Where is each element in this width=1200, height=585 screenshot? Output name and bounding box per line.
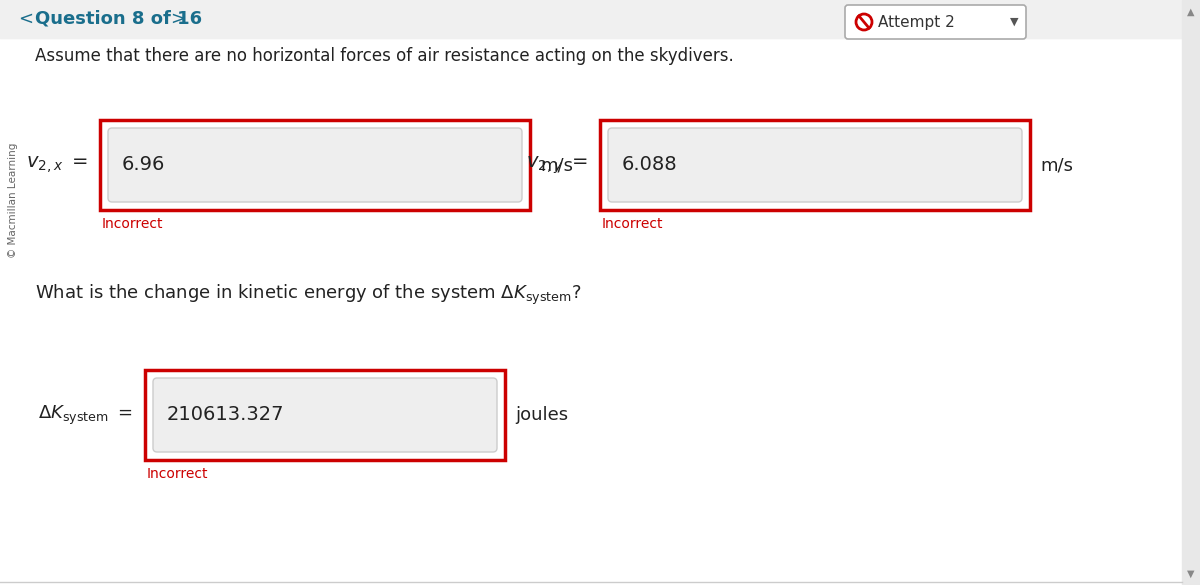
Text: © Macmillan Learning: © Macmillan Learning — [8, 142, 18, 257]
Text: 6.96: 6.96 — [122, 156, 166, 174]
Text: What is the change in kinetic energy of the system $\Delta K_{\mathrm{system}}$?: What is the change in kinetic energy of … — [35, 283, 581, 307]
Text: >: > — [170, 10, 185, 28]
Bar — [0, 0, 1186, 38]
Text: $v_{2,y}\ =$: $v_{2,y}\ =$ — [526, 154, 588, 175]
FancyBboxPatch shape — [845, 5, 1026, 39]
Text: joules: joules — [515, 406, 568, 424]
Text: ▼: ▼ — [1187, 569, 1195, 579]
Text: Incorrect: Incorrect — [602, 217, 664, 231]
Text: 210613.327: 210613.327 — [167, 405, 284, 425]
Text: Incorrect: Incorrect — [148, 467, 209, 481]
FancyBboxPatch shape — [108, 128, 522, 202]
Text: m/s: m/s — [540, 156, 574, 174]
Bar — [100, 120, 530, 210]
Bar — [0, 0, 1182, 38]
Text: Assume that there are no horizontal forces of air resistance acting on the skydi: Assume that there are no horizontal forc… — [35, 47, 733, 65]
Bar — [600, 120, 1030, 210]
Text: $\Delta K_{\mathrm{system}}\ =$: $\Delta K_{\mathrm{system}}\ =$ — [38, 404, 133, 426]
FancyBboxPatch shape — [608, 128, 1022, 202]
Text: Incorrect: Incorrect — [102, 217, 163, 231]
Text: Attempt 2: Attempt 2 — [878, 15, 955, 29]
Bar — [1182, 0, 1200, 585]
Text: $v_{2,x}\ =$: $v_{2,x}\ =$ — [25, 154, 88, 175]
Text: 6.088: 6.088 — [622, 156, 678, 174]
Text: m/s: m/s — [1040, 156, 1073, 174]
Text: ▼: ▼ — [1010, 17, 1019, 27]
Text: Question 8 of 16: Question 8 of 16 — [35, 10, 202, 28]
Text: ▲: ▲ — [1187, 7, 1195, 17]
Text: <: < — [18, 10, 34, 28]
FancyBboxPatch shape — [154, 378, 497, 452]
Bar — [145, 370, 505, 460]
